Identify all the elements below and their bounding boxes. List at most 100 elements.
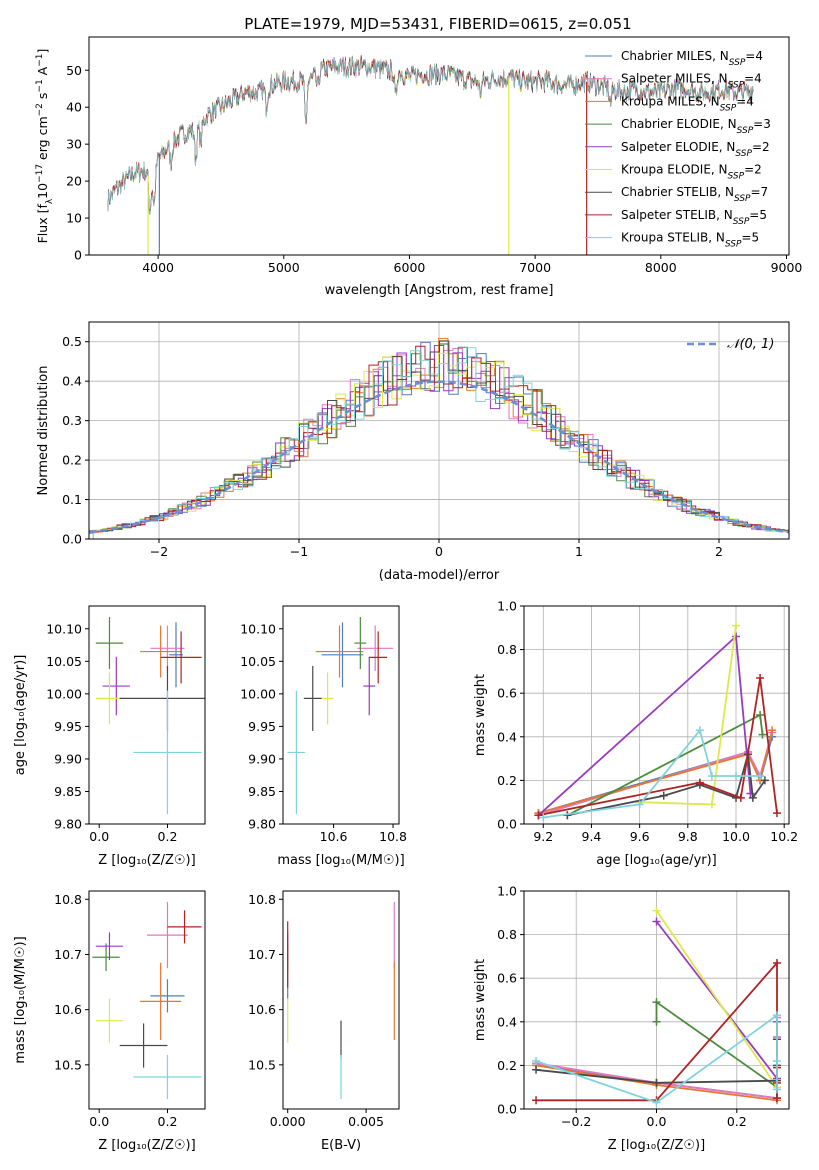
y-tick-label: 10.7 bbox=[54, 947, 82, 962]
legend-label-sub: SSP bbox=[720, 103, 737, 113]
weight-marker-kroupa-stelib bbox=[532, 1057, 541, 1066]
y-tick-label: 10.00 bbox=[46, 686, 82, 701]
y-tick-label: 9.90 bbox=[248, 751, 276, 766]
y-axis-label-part: A bbox=[35, 66, 50, 79]
y-tick-label: 0.1 bbox=[62, 492, 82, 507]
plot-area-mass-weight-vs-age bbox=[534, 621, 781, 822]
legend-label-value: =3 bbox=[753, 117, 771, 131]
x-tick-label: 0 bbox=[435, 544, 443, 559]
y-tick-label: 10.6 bbox=[54, 1002, 82, 1017]
weight-marker-salpeter-stelib bbox=[695, 778, 704, 787]
legend-label-value: =2 bbox=[744, 163, 762, 177]
legend-label-value: =4 bbox=[736, 94, 754, 108]
x-axis-label: E(B-V) bbox=[321, 1138, 361, 1153]
legend-label-salpeter-stelib: Salpeter STELIB, NSSP=5 bbox=[621, 208, 767, 227]
y-tick-label: 10.5 bbox=[54, 1057, 82, 1072]
y-tick-label: 0.4 bbox=[497, 1014, 517, 1029]
weight-marker-kroupa-stelib bbox=[707, 772, 716, 781]
x-tick-label: 10.8 bbox=[379, 829, 407, 844]
axes-frame bbox=[88, 890, 206, 1110]
y-tick-label: 0.4 bbox=[62, 374, 82, 389]
panel-mass-vs-Z: 0.0 0.2 10.5 10.6 10.7 10.8 Z [log₁₀(Z/Z☉)] mas… bbox=[13, 890, 206, 1153]
x-tick-label: 0.0 bbox=[89, 1114, 109, 1129]
weight-marker-kroupa-elodie bbox=[732, 621, 740, 630]
y-axis-label: age [log₁₀(age/yr)] bbox=[13, 655, 28, 776]
legend-label-kroupa-miles: Kroupa MILES, NSSP=4 bbox=[621, 94, 754, 113]
histogram-step-salpeter-elodie bbox=[89, 345, 789, 539]
legend-label-name: Kroupa MILES, N bbox=[621, 94, 720, 108]
legend-label-name: Salpeter MILES, N bbox=[621, 72, 728, 86]
x-tick-label: 10.2 bbox=[770, 829, 798, 844]
weight-marker-salpeter-stelib bbox=[534, 811, 543, 820]
legend-label-name: Chabrier STELIB, N bbox=[621, 185, 734, 199]
legend-label-sub: SSP bbox=[737, 126, 754, 136]
weight-marker-chabrier-stelib bbox=[652, 1078, 661, 1087]
histogram-step-kroupa-stelib bbox=[92, 347, 789, 539]
legend-label-chabrier-elodie: Chabrier ELODIE, NSSP=3 bbox=[621, 117, 771, 136]
histogram-step-chabrier-stelib bbox=[89, 340, 785, 533]
y-tick-label: 0.2 bbox=[62, 453, 82, 468]
spectrum-line-kroupa-stelib bbox=[107, 58, 754, 215]
weight-marker-chabrier-stelib bbox=[748, 793, 757, 802]
figure-title: PLATE=1979, MJD=53431, FIBERID=0615, z=0… bbox=[244, 15, 631, 33]
y-tick-label: 50 bbox=[66, 63, 82, 78]
y-tick-label: 9.90 bbox=[54, 751, 82, 766]
weight-marker-salpeter-stelib bbox=[532, 1096, 541, 1105]
legend-label-value: =4 bbox=[745, 49, 763, 63]
x-tick-label: 0.2 bbox=[727, 1114, 747, 1129]
y-axis-label-part: −2 bbox=[35, 103, 45, 116]
weight-marker-kroupa-stelib bbox=[772, 1085, 781, 1094]
y-axis-label-part: −1 bbox=[35, 54, 45, 67]
weight-marker-kroupa-elodie bbox=[707, 800, 716, 809]
axes-frame bbox=[88, 605, 206, 825]
y-tick-label: 10.5 bbox=[248, 1057, 276, 1072]
weight-marker-salpeter-stelib bbox=[772, 809, 781, 818]
axes-frame bbox=[88, 36, 790, 256]
legend-label-value: =5 bbox=[741, 231, 759, 245]
y-axis-label-part: Flux [f bbox=[35, 204, 50, 244]
weight-marker-chabrier-elodie bbox=[756, 711, 765, 719]
weight-marker-kroupa-stelib bbox=[756, 772, 765, 781]
plot-area-residual-histogram bbox=[89, 337, 789, 539]
x-tick-label: 10.0 bbox=[722, 829, 750, 844]
y-tick-label: 9.85 bbox=[54, 784, 82, 799]
x-tick-label: −2 bbox=[150, 544, 168, 559]
weight-marker-salpeter-stelib bbox=[772, 1094, 781, 1103]
panel-spectrum: 4000 5000 6000 7000 8000 9000 0 10 20 30 40 50 wavel… bbox=[35, 36, 802, 298]
x-tick-label: 2 bbox=[715, 544, 723, 559]
y-tick-label: 9.95 bbox=[248, 719, 276, 734]
weight-line-salpeter-elodie bbox=[537, 634, 752, 816]
y-tick-label: 10.7 bbox=[248, 947, 276, 962]
legend-label-name: Chabrier MILES, N bbox=[621, 49, 729, 63]
y-tick-label: 0.2 bbox=[497, 1058, 517, 1073]
x-axis-label: (data-model)/error bbox=[379, 568, 500, 583]
weight-line-chabrier-elodie bbox=[655, 1000, 778, 1088]
x-tick-label: 9.4 bbox=[582, 829, 602, 844]
panel-residual-histogram: −2 −1 0 1 2 0.0 0.1 0.2 0.3 0.4 0.5 (data-model)/er… bbox=[36, 321, 790, 583]
legend-label-kroupa-stelib: Kroupa STELIB, NSSP=5 bbox=[621, 231, 759, 250]
y-tick-label: 9.80 bbox=[54, 817, 82, 832]
plot-area-age-vs-mass bbox=[287, 617, 394, 815]
y-tick-label: 0.8 bbox=[497, 927, 517, 942]
legend-label-kroupa-elodie: Kroupa ELODIE, NSSP=2 bbox=[621, 163, 762, 182]
weight-marker-chabrier-stelib bbox=[659, 791, 668, 800]
y-tick-label: 9.95 bbox=[54, 719, 82, 734]
y-tick-label: 0.3 bbox=[62, 413, 82, 428]
weight-marker-salpeter-stelib bbox=[756, 673, 765, 682]
weight-marker-kroupa-stelib bbox=[772, 1057, 781, 1066]
legend-label-normal: 𝒩(0, 1) bbox=[727, 337, 774, 352]
y-tick-label: 0.6 bbox=[497, 971, 517, 986]
legend-label-chabrier-stelib: Chabrier STELIB, NSSP=7 bbox=[621, 185, 768, 204]
y-tick-label: 0.6 bbox=[497, 686, 517, 701]
y-tick-label: 0.2 bbox=[497, 773, 517, 788]
x-axis-label: wavelength [Angstrom, rest frame] bbox=[325, 283, 554, 298]
weight-marker-chabrier-stelib bbox=[760, 776, 769, 785]
weight-marker-kroupa-stelib bbox=[772, 1011, 781, 1020]
plot-area-age-vs-Z bbox=[95, 617, 205, 815]
weight-marker-chabrier-stelib bbox=[532, 1065, 541, 1074]
x-tick-label: 0.2 bbox=[158, 829, 178, 844]
plot-area-mass-weight-vs-Z bbox=[532, 906, 781, 1107]
weight-marker-chabrier-elodie bbox=[758, 730, 767, 739]
y-tick-label: 10.10 bbox=[240, 621, 276, 636]
